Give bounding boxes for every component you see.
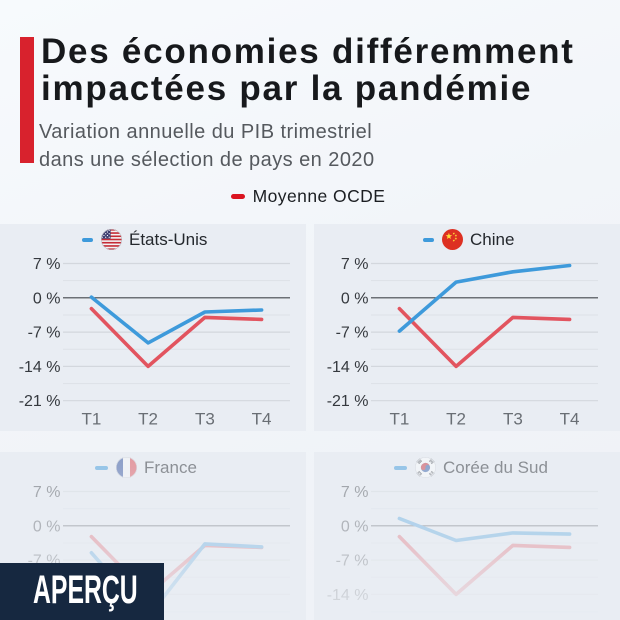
svg-text:0 %: 0 % <box>33 290 61 307</box>
svg-text:T1: T1 <box>389 409 409 428</box>
svg-text:-7 %: -7 % <box>336 325 369 342</box>
svg-text:-14 %: -14 % <box>327 587 369 604</box>
svg-text:-14 %: -14 % <box>327 359 369 376</box>
svg-text:T2: T2 <box>138 409 158 428</box>
svg-text:0 %: 0 % <box>33 518 61 535</box>
svg-text:-7 %: -7 % <box>336 553 369 570</box>
svg-text:7 %: 7 % <box>341 484 369 501</box>
svg-text:0 %: 0 % <box>341 290 369 307</box>
svg-text:7 %: 7 % <box>33 484 61 501</box>
svg-text:7 %: 7 % <box>341 256 369 273</box>
svg-text:-21 %: -21 % <box>19 393 61 410</box>
svg-text:-21 %: -21 % <box>327 393 369 410</box>
svg-text:T4: T4 <box>560 409 580 428</box>
svg-text:7 %: 7 % <box>33 256 61 273</box>
svg-text:0 %: 0 % <box>341 518 369 535</box>
svg-text:T1: T1 <box>81 409 101 428</box>
svg-text:T2: T2 <box>446 409 466 428</box>
svg-text:-7 %: -7 % <box>28 325 61 342</box>
svg-text:T4: T4 <box>252 409 272 428</box>
svg-text:T3: T3 <box>503 409 523 428</box>
svg-text:T3: T3 <box>195 409 215 428</box>
svg-text:-14 %: -14 % <box>19 359 61 376</box>
